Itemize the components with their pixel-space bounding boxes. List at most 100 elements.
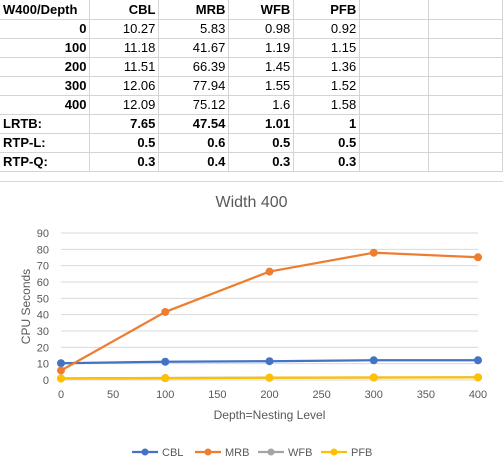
summary-value-cell[interactable]: 47.54 [158, 114, 230, 134]
value-cell[interactable]: 11.18 [89, 38, 160, 58]
value-cell[interactable]: 12.09 [89, 95, 160, 115]
value-cell[interactable]: 75.12 [158, 95, 230, 115]
data-row: 100 11.18 41.67 1.19 1.15 [0, 38, 503, 58]
summary-row: RTP-L: 0.5 0.6 0.5 0.5 [0, 133, 503, 153]
row-label-cell[interactable]: 400 [0, 95, 91, 115]
data-row: 300 12.06 77.94 1.55 1.52 [0, 76, 503, 96]
empty-cell[interactable] [359, 57, 430, 77]
line-chart[interactable]: Width 400 0 10 20 30 40 50 60 70 80 90 0 50 100 150 20… [0, 181, 503, 471]
row-label-cell[interactable]: 300 [0, 76, 91, 96]
data-point-mrb [57, 366, 65, 375]
value-cell[interactable]: 1.45 [228, 57, 295, 77]
empty-cell[interactable] [359, 76, 430, 96]
summary-value-cell[interactable]: 0.3 [293, 152, 361, 172]
x-tick-label: 150 [208, 389, 226, 401]
data-row: 400 12.09 75.12 1.6 1.58 [0, 95, 503, 115]
value-cell[interactable]: 1.52 [293, 76, 361, 96]
y-axis-title: CPU Seconds [19, 269, 33, 344]
empty-cell[interactable] [428, 19, 503, 39]
summary-value-cell[interactable]: 0.6 [158, 133, 230, 153]
data-point-cbl [369, 356, 378, 365]
empty-cell[interactable] [428, 0, 503, 20]
value-cell[interactable]: 66.39 [158, 57, 230, 77]
value-cell[interactable]: 1.15 [293, 38, 361, 58]
empty-cell[interactable] [428, 95, 503, 115]
x-tick-label: 350 [417, 389, 435, 401]
x-tick-label: 250 [312, 389, 330, 401]
data-point-pfb [57, 374, 65, 383]
summary-label-cell[interactable]: RTP-L: [0, 133, 91, 153]
value-cell[interactable]: 1.58 [293, 95, 361, 115]
value-cell[interactable]: 1.19 [228, 38, 295, 58]
y-tick-label: 30 [37, 326, 49, 338]
empty-cell[interactable] [359, 95, 430, 115]
value-cell[interactable]: 5.83 [158, 19, 230, 39]
legend-marker-wfb [267, 448, 275, 456]
value-cell[interactable]: 41.67 [158, 38, 230, 58]
empty-cell[interactable] [359, 0, 430, 20]
value-cell[interactable]: 11.51 [89, 57, 160, 77]
data-row: 0 10.27 5.83 0.98 0.92 [0, 19, 503, 39]
summary-value-cell[interactable]: 0.5 [89, 133, 160, 153]
data-point-cbl [57, 359, 65, 368]
spreadsheet-grid: W400/Depth CBL MRB WFB PFB 0 10.27 5.83 0.98 0.92… [0, 0, 503, 172]
summary-value-cell[interactable]: 0.3 [228, 152, 295, 172]
value-cell[interactable]: 1.6 [228, 95, 295, 115]
summary-value-cell[interactable]: 7.65 [89, 114, 160, 134]
empty-cell[interactable] [428, 76, 503, 96]
summary-value-cell[interactable]: 0.5 [293, 133, 361, 153]
header-cell[interactable]: CBL [89, 0, 160, 20]
summary-value-cell[interactable]: 0.5 [228, 133, 295, 153]
y-tick-label: 80 [37, 244, 49, 256]
data-point-cbl [474, 356, 482, 365]
legend-marker-pfb [330, 448, 338, 456]
header-corner-cell[interactable]: W400/Depth [0, 0, 91, 20]
legend-marker-cbl [141, 448, 149, 456]
empty-cell[interactable] [359, 114, 430, 134]
empty-cell[interactable] [428, 152, 503, 172]
value-cell[interactable]: 12.06 [89, 76, 160, 96]
data-row: 200 11.51 66.39 1.45 1.36 [0, 57, 503, 77]
row-label-cell[interactable]: 200 [0, 57, 91, 77]
value-cell[interactable]: 1.36 [293, 57, 361, 77]
chart-title: Width 400 [215, 194, 288, 211]
empty-cell[interactable] [428, 38, 503, 58]
value-cell[interactable]: 10.27 [89, 19, 160, 39]
header-cell[interactable]: MRB [158, 0, 230, 20]
x-tick-label: 50 [107, 389, 119, 401]
summary-label-cell[interactable]: LRTB: [0, 114, 91, 134]
summary-value-cell[interactable]: 1 [293, 114, 361, 134]
empty-cell[interactable] [359, 152, 430, 172]
empty-cell[interactable] [359, 19, 430, 39]
header-row: W400/Depth CBL MRB WFB PFB [0, 0, 503, 20]
empty-cell[interactable] [359, 133, 430, 153]
header-cell[interactable]: WFB [228, 0, 295, 20]
summary-label-cell[interactable]: RTP-Q: [0, 152, 91, 172]
value-cell[interactable]: 0.92 [293, 19, 361, 39]
empty-cell[interactable] [428, 133, 503, 153]
summary-value-cell[interactable]: 1.01 [228, 114, 295, 134]
legend-marker-mrb [204, 448, 212, 456]
value-cell[interactable]: 77.94 [158, 76, 230, 96]
y-tick-label: 10 [37, 359, 49, 371]
empty-cell[interactable] [428, 114, 503, 134]
summary-value-cell[interactable]: 0.4 [158, 152, 230, 172]
value-cell[interactable]: 1.55 [228, 76, 295, 96]
empty-cell[interactable] [359, 38, 430, 58]
data-point-mrb [265, 267, 274, 276]
empty-cell[interactable] [428, 57, 503, 77]
row-label-cell[interactable]: 0 [0, 19, 91, 39]
y-tick-label: 40 [37, 310, 49, 322]
y-tick-label: 60 [37, 277, 49, 289]
data-point-mrb [474, 253, 482, 262]
row-label-cell[interactable]: 100 [0, 38, 91, 58]
chart-plot: 0 10 20 30 40 50 60 70 80 90 0 50 100 150 200 250 300 350… [19, 228, 487, 459]
legend-label-pfb: PFB [351, 447, 372, 459]
value-cell[interactable]: 0.98 [228, 19, 295, 39]
y-tick-label: 20 [37, 342, 49, 354]
data-point-pfb [161, 374, 170, 383]
data-point-pfb [369, 373, 378, 382]
header-cell[interactable]: PFB [293, 0, 361, 20]
summary-value-cell[interactable]: 0.3 [89, 152, 160, 172]
y-tick-label: 0 [43, 375, 49, 387]
